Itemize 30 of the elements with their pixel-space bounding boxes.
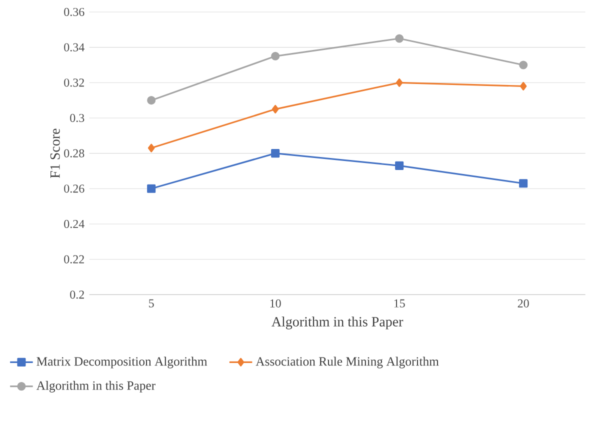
point [395,34,404,43]
x-tick-label: 5 [149,299,154,308]
y-tick-label: 0.28 [64,149,84,158]
point [147,96,156,105]
y-tick-label: 0.3 [70,114,84,122]
point [271,149,280,158]
y-tick-label: 0.36 [64,8,84,16]
y-axis-title: F1 Score [50,128,60,178]
y-tick-label: 0.32 [64,78,84,87]
legend-label: Algorithm in this Paper [36,380,156,392]
x-tick-label: 20 [518,299,529,308]
legend-label: Matrix Decomposition Algorithm [36,356,208,368]
y-tick-label: 0.34 [64,43,84,52]
x-tick-label: 15 [394,299,405,308]
x-axis-title: Algorithm in this Paper [272,316,404,330]
point [519,179,528,188]
point [272,104,279,114]
y-tick-label: 0.22 [64,255,84,264]
point [520,82,527,90]
y-tick-label: 0.24 [64,220,84,228]
legend-label: Association Rule Mining Algorithm [256,356,439,368]
y-tick-label: 0.26 [64,184,84,193]
point [396,78,403,87]
point [147,184,156,193]
point [519,60,528,70]
x-tick-label: 10 [270,299,281,308]
point [148,144,155,152]
point [395,161,404,170]
point [271,52,280,60]
y-tick-label: 0.2 [70,290,84,299]
